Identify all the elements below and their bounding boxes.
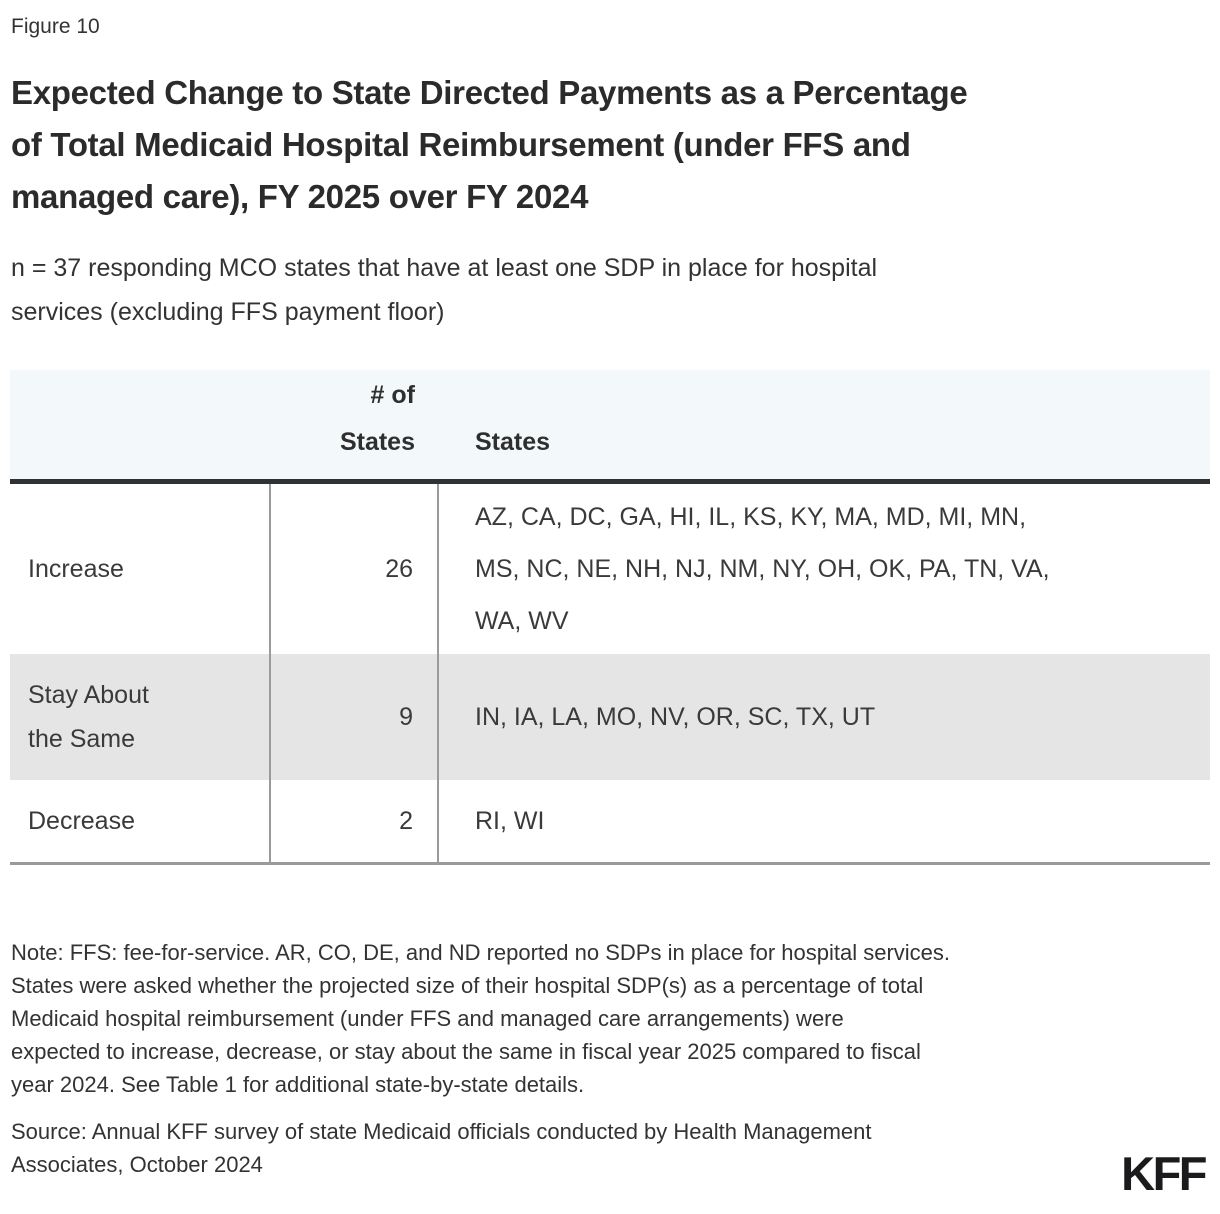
table-header-row: # of States States	[10, 370, 1210, 484]
row-states-list: AZ, CA, DC, GA, HI, IL, KS, KY, MA, MD, …	[475, 503, 1050, 635]
note-text: Note: FFS: fee-for-service. AR, CO, DE, …	[11, 940, 951, 1097]
row-label: Decrease	[10, 780, 271, 862]
kff-logo: KFF	[1121, 1147, 1207, 1200]
row-count: 9	[271, 654, 439, 780]
row-label: Stay About the Same	[10, 654, 271, 780]
row-states-list: IN, IA, LA, MO, NV, OR, SC, TX, UT	[475, 703, 876, 731]
row-label: Increase	[10, 484, 271, 654]
table-row-stay-about-the-same: Stay About the Same 9 IN, IA, LA, MO, NV…	[10, 654, 1210, 780]
column-header-states: States	[475, 428, 551, 456]
row-states-list: RI, WI	[475, 807, 545, 835]
table-row-decrease: Decrease 2 RI, WI	[10, 780, 1210, 865]
figure-title: Expected Change to State Directed Paymen…	[11, 74, 968, 215]
figure-label: Figure 10	[11, 15, 100, 38]
row-count: 26	[271, 484, 439, 654]
column-header-change	[10, 370, 271, 479]
row-count: 2	[271, 780, 439, 862]
column-header-num-states: # of States	[339, 381, 415, 456]
source-text: Source: Annual KFF survey of state Medic…	[11, 1119, 872, 1177]
figure-subtitle: n = 37 responding MCO states that have a…	[11, 254, 878, 326]
table-row-increase: Increase 26 AZ, CA, DC, GA, HI, IL, KS, …	[10, 484, 1210, 654]
data-table: # of States States Increase 26 AZ, CA, D…	[10, 370, 1210, 865]
